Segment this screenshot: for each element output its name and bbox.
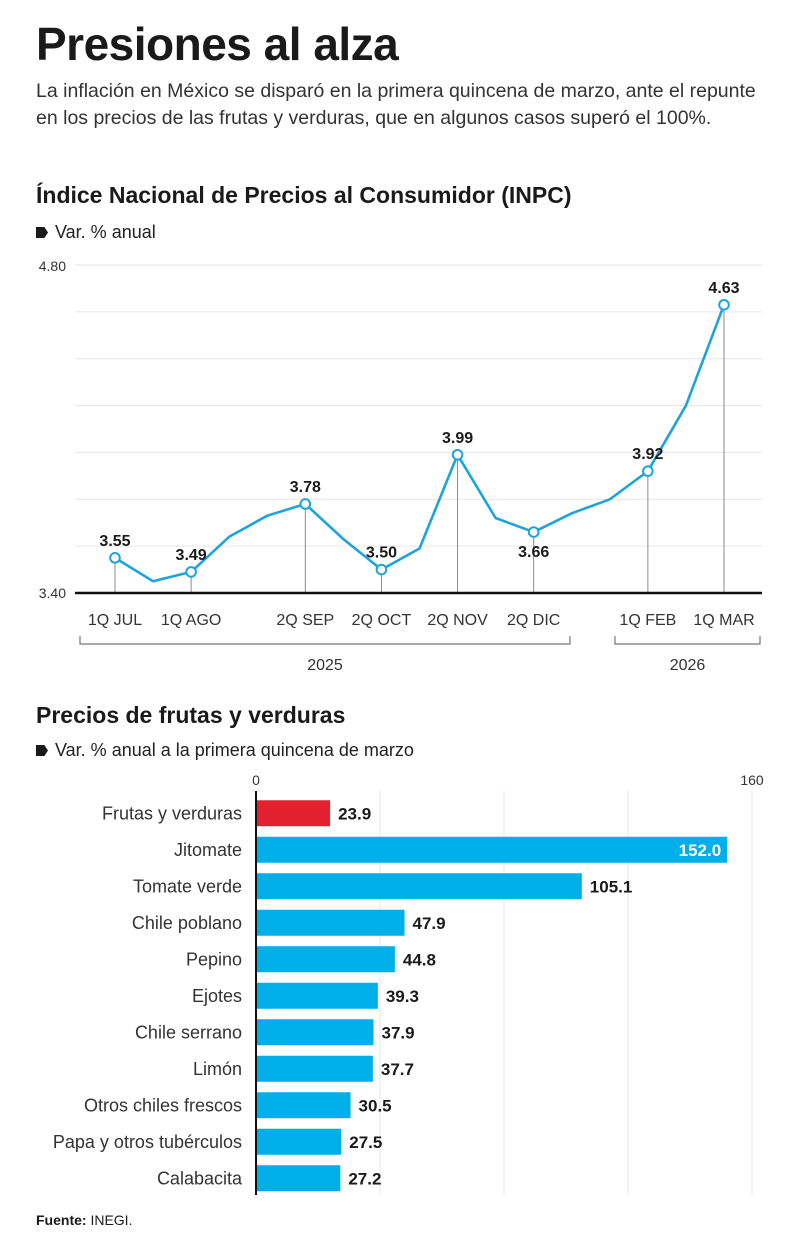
- produce-bar-chart: 0 160 Frutas y verduras 23.9 Jitomate 152.0 To…: [53, 772, 764, 1195]
- bar: [256, 1165, 341, 1192]
- data-point: [451, 448, 464, 461]
- produce-unit-text: Var. % anual a la primera quincena de ma…: [55, 740, 414, 760]
- value-label: 27.5: [349, 1133, 382, 1152]
- bar: [256, 1128, 342, 1155]
- x-tick-label: 2Q NOV: [427, 612, 488, 629]
- bar: [256, 909, 405, 936]
- bar: [256, 800, 331, 827]
- produce-unit-label: Var. % anual a la primera quincena de ma…: [36, 740, 414, 761]
- value-label: 39.3: [386, 987, 419, 1006]
- year-bracket: [79, 636, 571, 645]
- inpc-chart-title: Índice Nacional de Precios al Consumidor…: [36, 182, 572, 208]
- year-label: 2025: [307, 657, 343, 674]
- inpc-unit-text: Var. % anual: [55, 222, 156, 242]
- value-label: 37.9: [381, 1023, 414, 1042]
- data-label: 3.66: [518, 544, 549, 561]
- value-label: 27.2: [348, 1169, 381, 1188]
- bar: [256, 1055, 373, 1082]
- arrow-marker-icon: [36, 745, 48, 756]
- value-label: 37.7: [381, 1060, 414, 1079]
- source-note: Fuente: INEGI.: [36, 1212, 132, 1228]
- bar: [256, 1019, 374, 1046]
- data-point: [299, 498, 312, 510]
- category-label: Limón: [193, 1059, 242, 1079]
- value-label: 23.9: [338, 804, 371, 823]
- data-label: 3.78: [290, 479, 321, 496]
- value-label: 152.0: [679, 841, 722, 860]
- x-tick-label: 1Q AGO: [161, 612, 221, 629]
- x-tick-label: 2Q OCT: [352, 612, 412, 629]
- data-label: 3.50: [366, 545, 397, 562]
- data-label: 3.55: [99, 533, 130, 550]
- y-tick-label: 4.80: [39, 258, 66, 274]
- arrow-marker-icon: [36, 227, 48, 238]
- category-label: Ejotes: [192, 986, 242, 1006]
- category-label: Frutas y verduras: [102, 803, 242, 823]
- data-point: [527, 526, 540, 538]
- data-point: [109, 552, 121, 564]
- data-point: [642, 465, 654, 477]
- category-label: Chile serrano: [135, 1022, 242, 1042]
- x-tick-label: 2Q DIC: [507, 612, 560, 629]
- inpc-line-chart: 4.80 3.40 3.55 3.49 3.78 3.50 3.99 3.66 3.92 4.63…: [39, 258, 762, 674]
- value-label: 105.1: [590, 877, 633, 896]
- value-label: 44.8: [403, 950, 436, 969]
- produce-chart-title: Precios de frutas y verduras: [36, 702, 346, 728]
- x-tick-label: 1Q FEB: [619, 612, 676, 629]
- data-label: 3.49: [176, 547, 207, 564]
- source-label: Fuente:: [36, 1212, 87, 1228]
- bar: [256, 836, 728, 863]
- x-tick-label: 2Q SEP: [276, 612, 334, 629]
- data-label: 3.92: [632, 446, 663, 463]
- data-point: [185, 566, 197, 578]
- source-value: INEGI.: [90, 1212, 133, 1228]
- data-label: 3.99: [442, 430, 473, 447]
- bar: [256, 946, 395, 973]
- x-tick-label: 1Q JUL: [88, 612, 142, 629]
- year-bracket: [614, 636, 761, 645]
- category-label: Chile poblano: [132, 913, 242, 933]
- category-label: Jitomate: [174, 840, 242, 860]
- bar: [256, 1092, 351, 1119]
- category-label: Tomate verde: [133, 876, 242, 896]
- page-subtitle: La inflación en México se disparó en la …: [36, 80, 756, 129]
- category-label: Calabacita: [157, 1168, 243, 1188]
- page-title: Presiones al alza: [36, 18, 399, 70]
- category-label: Papa y otros tubérculos: [53, 1132, 242, 1152]
- x-tick-label: 0: [252, 772, 260, 788]
- value-label: 47.9: [412, 914, 445, 933]
- category-label: Otros chiles frescos: [84, 1095, 242, 1115]
- data-point: [718, 299, 730, 311]
- data-point: [375, 563, 388, 576]
- year-label: 2026: [670, 657, 706, 674]
- x-tick-label: 160: [740, 772, 764, 788]
- value-label: 30.5: [359, 1096, 392, 1115]
- data-label: 4.63: [708, 280, 739, 297]
- bar: [256, 873, 582, 900]
- series-line: [114, 304, 726, 583]
- bar: [256, 982, 378, 1009]
- category-label: Pepino: [186, 949, 242, 969]
- x-tick-label: 1Q MAR: [693, 612, 754, 629]
- y-tick-label: 3.40: [39, 585, 66, 601]
- inpc-unit-label: Var. % anual: [36, 222, 156, 243]
